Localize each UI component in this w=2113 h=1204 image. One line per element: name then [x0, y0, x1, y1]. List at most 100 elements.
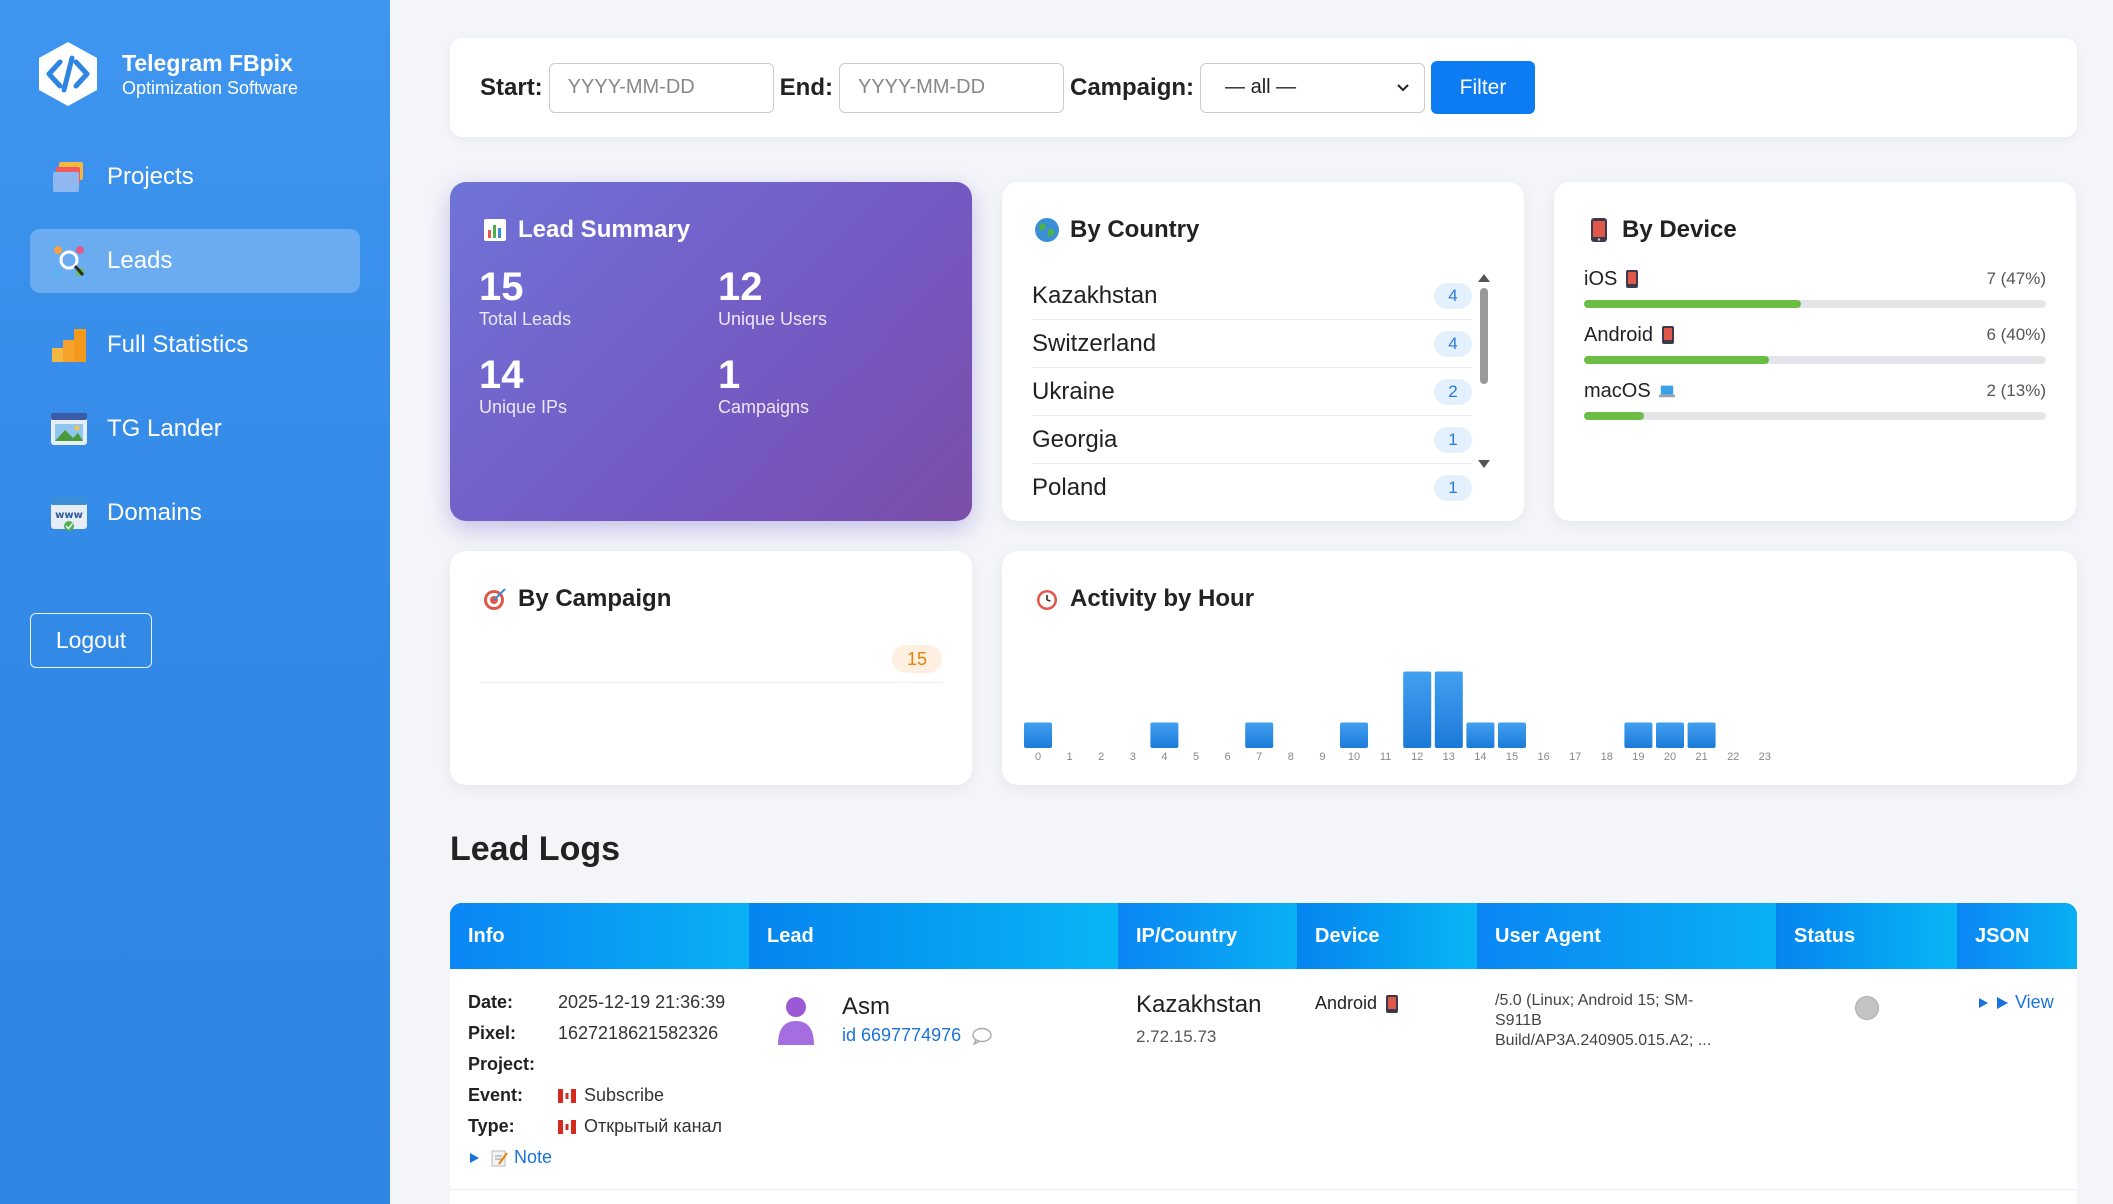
- stat-label: Unique IPs: [479, 397, 568, 417]
- play-button-icon: [1997, 996, 2008, 1009]
- count-badge: 4: [1434, 330, 1472, 357]
- logout-button[interactable]: Logout: [30, 613, 152, 668]
- status-indicator: [1855, 996, 1879, 1020]
- info-type: Открытый канал: [584, 1116, 723, 1136]
- by-campaign-title: By Campaign: [482, 585, 671, 613]
- lead-logs-title: Lead Logs: [450, 830, 621, 868]
- card-title-text: By Device: [1622, 216, 1737, 243]
- filter-button[interactable]: Filter: [1431, 61, 1536, 114]
- brand[interactable]: Telegram FBpix Optimization Software: [36, 40, 298, 108]
- device-row-ios: iOS 7 (47%): [1584, 266, 2046, 308]
- laptop-icon: [1658, 381, 1675, 401]
- sidebar-item-tg-lander[interactable]: TG Lander: [30, 397, 360, 461]
- info-key: Event:: [468, 1085, 524, 1105]
- campaign-select-value: — all —: [1225, 76, 1297, 98]
- user-agent-line: Build/AP3A.240905.015.A2; ...: [1495, 1032, 1712, 1049]
- hour-tick-label: 2: [1098, 751, 1104, 763]
- by-country-card: By Country Kazakhstan 4 Switzerland 4 Uk…: [1002, 182, 1524, 521]
- activity-bar: [1403, 671, 1432, 748]
- stat-label: Unique Users: [718, 309, 828, 329]
- hour-tick-label: 13: [1443, 751, 1455, 763]
- hour-tick-label: 18: [1601, 751, 1613, 763]
- by-campaign-card: By Campaign 15: [450, 551, 972, 785]
- lead-summary-card: Lead Summary 15 Total Leads 12 Unique Us…: [450, 182, 972, 521]
- card-title-text: By Campaign: [518, 585, 672, 612]
- column-header-device: Device: [1297, 903, 1477, 969]
- sidebar-item-leads[interactable]: Leads: [30, 229, 360, 293]
- by-device-card: By Device iOS 7 (47%) Android 6 (40%) ma…: [1554, 182, 2076, 521]
- country-name: Kazakhstan: [1032, 281, 1158, 309]
- hour-tick-label: 3: [1130, 751, 1136, 763]
- sidebar-item-label: Full Statistics: [107, 331, 249, 358]
- activity-bar: [1624, 722, 1653, 748]
- stat-total-leads: 15 Total Leads: [479, 265, 571, 330]
- column-header-info: Info: [450, 903, 749, 969]
- chart-icon: [482, 217, 508, 243]
- flag-icon: [558, 1119, 576, 1134]
- count-badge: 4: [1434, 282, 1472, 309]
- country-list[interactable]: Kazakhstan 4 Switzerland 4 Ukraine 2 Geo…: [1032, 272, 1472, 512]
- triangle-right-icon: [470, 1152, 479, 1163]
- device-name: macOS: [1584, 379, 1651, 402]
- sidebar-item-domains[interactable]: www Domains: [30, 481, 360, 545]
- card-title-text: By Country: [1070, 216, 1200, 243]
- json-view-toggle[interactable]: View: [1977, 992, 2054, 1013]
- brand-title: Telegram FBpix: [122, 50, 293, 76]
- lead-summary-title: Lead Summary: [482, 216, 690, 244]
- info-cell: Date: 2025-12-19 21:36:39 Pixel: 162721862…: [468, 987, 725, 1173]
- activity-bar: [1340, 722, 1368, 748]
- activity-bar: [1656, 722, 1684, 748]
- start-date-input[interactable]: YYYY-MM-DD: [548, 62, 774, 113]
- scrollbar[interactable]: [1477, 272, 1491, 472]
- stat-value: 15: [479, 265, 524, 309]
- lead-name: Asm: [842, 993, 890, 1020]
- bar-chart-icon: [50, 326, 88, 364]
- activity-title: Activity by Hour: [1034, 585, 1254, 613]
- hour-tick-label: 9: [1319, 751, 1325, 763]
- table-header: Info Lead IP/Country Device User Agent S…: [450, 903, 2077, 969]
- chevron-down-icon: [1397, 83, 1409, 91]
- sidebar-item-label: Domains: [107, 499, 202, 526]
- note-toggle[interactable]: Note: [468, 1142, 725, 1173]
- campaign-label: Campaign:: [1070, 73, 1195, 101]
- end-label: End:: [779, 73, 833, 101]
- sidebar-item-projects[interactable]: Projects: [30, 145, 360, 209]
- sidebar-item-full-statistics[interactable]: Full Statistics: [30, 313, 360, 377]
- lead-logs-table: Info Lead IP/Country Device User Agent S…: [450, 903, 2077, 1204]
- hour-tick-label: 12: [1411, 751, 1423, 763]
- campaign-select[interactable]: — all —: [1200, 62, 1426, 113]
- triangle-right-icon: [1979, 997, 1988, 1008]
- country-name: Kazakhstan: [1136, 991, 1262, 1018]
- code-logo-icon: [39, 42, 97, 106]
- ip-country-cell: Kazakhstan 2.72.15.73: [1136, 991, 1261, 1047]
- speech-bubble-icon: [972, 1027, 992, 1045]
- country-name: Poland: [1032, 474, 1107, 501]
- globe-icon: [1034, 217, 1060, 243]
- device-name: iOS: [1584, 267, 1618, 290]
- user-avatar-icon: [778, 997, 814, 1045]
- lead-id: id 6697774976: [842, 1025, 962, 1045]
- end-date-input[interactable]: YYYY-MM-DD: [839, 62, 1064, 113]
- stat-value: 14: [479, 353, 524, 397]
- list-item: Georgia 1: [1032, 416, 1472, 464]
- scroll-up-arrow-icon: [1478, 274, 1490, 282]
- device-row-android: Android 6 (40%): [1584, 322, 2046, 364]
- column-header-ip-country: IP/Country: [1118, 903, 1297, 969]
- list-item: 15: [480, 641, 942, 683]
- row-divider: [450, 1189, 2077, 1190]
- info-key: Date:: [468, 992, 514, 1012]
- stat-value: 1: [718, 353, 741, 397]
- sidebar-item-label: Leads: [107, 247, 173, 274]
- lead-id-link[interactable]: id 6697774976: [842, 1025, 993, 1046]
- lander-window-icon: [50, 410, 88, 448]
- device-name: Android: [1315, 993, 1378, 1013]
- user-agent-line: /5.0 (Linux; Android 15; SM-S911B: [1495, 992, 1694, 1029]
- activity-bar: [1687, 722, 1716, 748]
- count-badge: 1: [1434, 475, 1472, 501]
- hour-tick-label: 20: [1664, 751, 1676, 763]
- start-label: Start:: [480, 73, 543, 101]
- stat-value: 12: [718, 265, 763, 309]
- activity-bar: [1150, 722, 1179, 748]
- stat-label: Campaigns: [718, 397, 810, 417]
- hour-tick-label: 6: [1225, 751, 1231, 763]
